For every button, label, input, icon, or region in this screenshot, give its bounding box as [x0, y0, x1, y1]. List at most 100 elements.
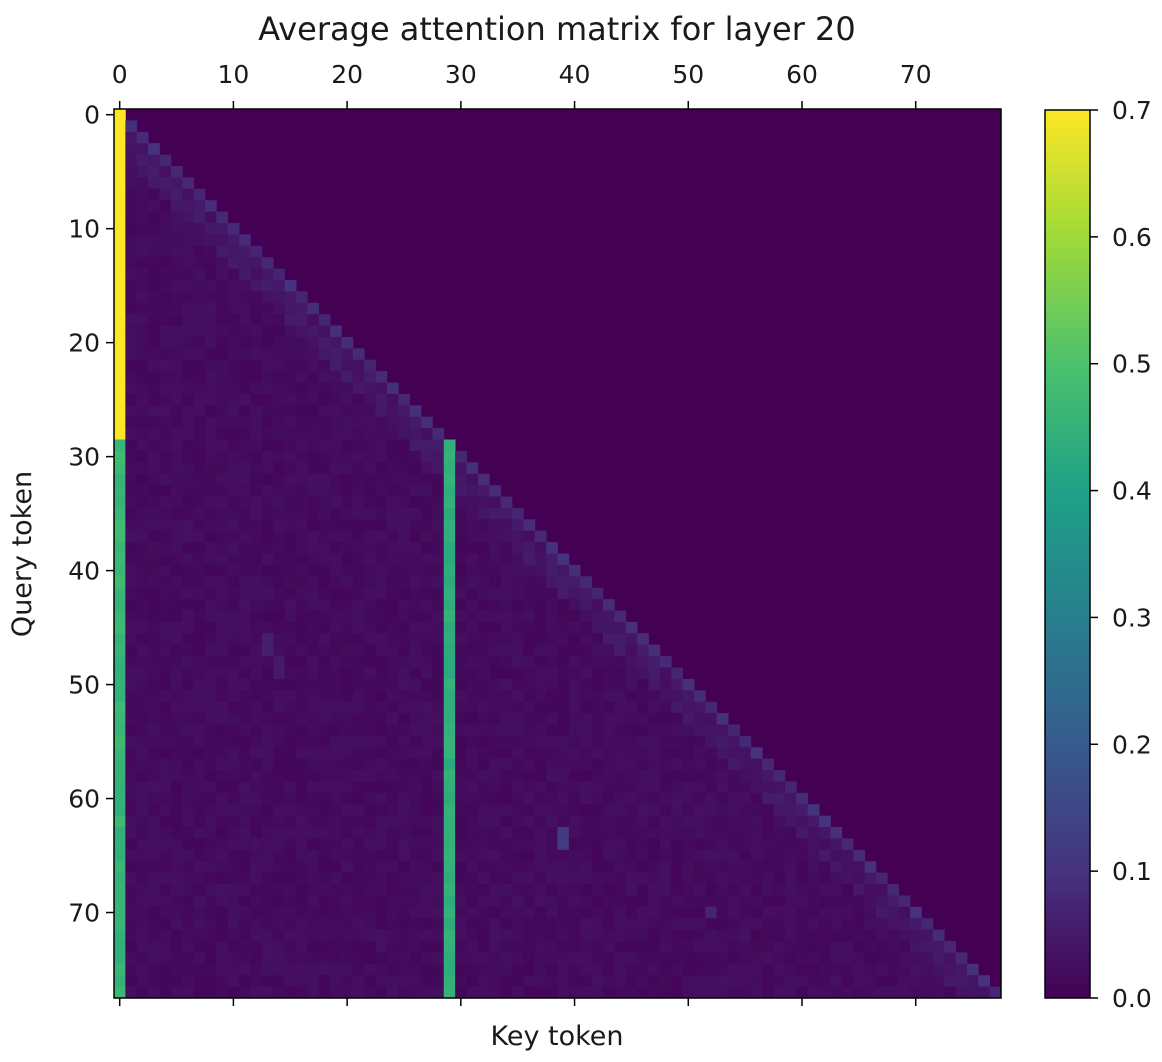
- heatmap-cell: [352, 359, 365, 372]
- heatmap-cell: [250, 473, 263, 486]
- heatmap-cell: [239, 542, 251, 554]
- heatmap-cell: [307, 314, 320, 326]
- heatmap-cell: [330, 792, 342, 805]
- heatmap-cell: [307, 747, 320, 760]
- heatmap-cell: [341, 792, 354, 805]
- heatmap-cell: [136, 279, 149, 292]
- heatmap-cell: [523, 519, 536, 532]
- heatmap-cell: [853, 975, 865, 988]
- heatmap-cell: [216, 576, 229, 589]
- heatmap-cell: [409, 781, 422, 794]
- heatmap-cell: [477, 473, 490, 486]
- heatmap-cell: [330, 610, 342, 623]
- heatmap-cell: [114, 599, 126, 611]
- heatmap-cell: [580, 861, 593, 874]
- heatmap-cell: [386, 610, 399, 623]
- heatmap-cell: [807, 815, 820, 828]
- heatmap-cell: [216, 382, 229, 395]
- heatmap-cell: [227, 701, 240, 714]
- heatmap-cell: [318, 872, 331, 885]
- heatmap-cell: [341, 884, 354, 896]
- heatmap-cell: [386, 895, 399, 908]
- heatmap-cell: [728, 804, 740, 817]
- heatmap-cell: [421, 758, 433, 771]
- heatmap-cell: [477, 861, 490, 874]
- heatmap-cell: [466, 667, 479, 680]
- heatmap-cell: [239, 678, 251, 691]
- heatmap-cell: [125, 678, 138, 691]
- heatmap-cell: [614, 827, 627, 839]
- heatmap-cell: [227, 587, 240, 600]
- heatmap-cell: [341, 610, 354, 623]
- heatmap-cell: [114, 200, 126, 212]
- heatmap-cell: [671, 986, 683, 999]
- heatmap-cell: [330, 735, 342, 748]
- heatmap-cell: [261, 872, 274, 885]
- heatmap-cell: [819, 941, 831, 953]
- heatmap-cell: [591, 610, 604, 623]
- heatmap-cell: [136, 872, 149, 885]
- heatmap-cell: [216, 553, 229, 566]
- heatmap-cell: [284, 473, 297, 486]
- heatmap-cell: [125, 576, 138, 589]
- heatmap-cell: [261, 656, 274, 668]
- heatmap-cell: [136, 553, 149, 566]
- heatmap-cell: [875, 884, 888, 896]
- heatmap-cell: [250, 245, 263, 258]
- heatmap-cell: [455, 599, 467, 611]
- heatmap-cell: [216, 279, 229, 292]
- heatmap-cell: [443, 576, 456, 589]
- heatmap-cell: [159, 918, 172, 931]
- heatmap-cell: [523, 827, 536, 839]
- heatmap-cell: [261, 929, 274, 942]
- heatmap-cell: [602, 792, 615, 805]
- heatmap-cell: [330, 553, 342, 566]
- heatmap-cell: [489, 485, 502, 497]
- heatmap-cell: [512, 507, 524, 520]
- heatmap-cell: [512, 963, 524, 976]
- heatmap-cell: [284, 450, 297, 463]
- heatmap-cell: [364, 986, 376, 999]
- heatmap-cell: [386, 485, 399, 497]
- heatmap-cell: [762, 963, 774, 976]
- heatmap-cell: [204, 599, 217, 611]
- heatmap-cell: [682, 781, 695, 794]
- heatmap-cell: [114, 393, 126, 406]
- heatmap-cell: [170, 906, 183, 919]
- heatmap-cell: [625, 872, 638, 885]
- heatmap-cell: [648, 656, 661, 668]
- heatmap-cell: [500, 792, 513, 805]
- heatmap-cell: [443, 678, 456, 691]
- heatmap-cell: [784, 941, 797, 953]
- heatmap-cell: [580, 735, 593, 748]
- heatmap-cell: [136, 656, 149, 668]
- heatmap-cell: [148, 872, 160, 885]
- heatmap-cell: [750, 963, 763, 976]
- heatmap-cell: [443, 975, 456, 988]
- heatmap-cell: [273, 895, 285, 908]
- heatmap-cell: [398, 838, 411, 851]
- heatmap-cell: [682, 986, 695, 999]
- heatmap-cell: [170, 496, 183, 509]
- heatmap-cell: [250, 656, 263, 668]
- heatmap-cell: [557, 667, 570, 680]
- heatmap-cell: [204, 485, 217, 497]
- heatmap-cell: [193, 621, 206, 634]
- heatmap-cell: [182, 610, 194, 623]
- heatmap-cell: [591, 986, 604, 999]
- heatmap-cell: [182, 895, 194, 908]
- heatmap-cell: [637, 906, 649, 919]
- heatmap-cell: [341, 393, 354, 406]
- heatmap-cell: [534, 735, 547, 748]
- heatmap-cell: [307, 735, 320, 748]
- heatmap-cell: [443, 861, 456, 874]
- heatmap-cell: [114, 462, 126, 475]
- heatmap-cell: [216, 975, 229, 988]
- heatmap-cell: [193, 815, 206, 828]
- heatmap-cell: [204, 781, 217, 794]
- heatmap-cell: [557, 895, 570, 908]
- x-tick-label: 0: [112, 60, 128, 89]
- heatmap-cell: [261, 268, 274, 281]
- heatmap-cell: [148, 678, 160, 691]
- heatmap-cell: [398, 439, 411, 452]
